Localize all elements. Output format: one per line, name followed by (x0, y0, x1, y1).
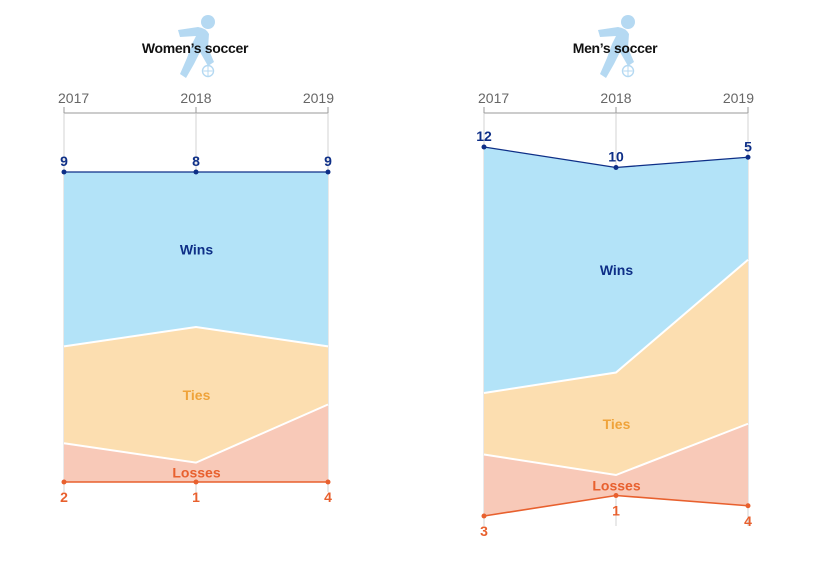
x-tick-label: 2018 (600, 90, 631, 106)
wins-point (193, 169, 199, 175)
losses-point (613, 493, 619, 498)
icon-ball (621, 64, 635, 78)
icon-ball-seams (203, 66, 213, 76)
losses-area (484, 423, 748, 516)
wins-point (613, 165, 619, 170)
icon-head (201, 15, 215, 29)
x-tick-label: 2018 (180, 90, 211, 106)
ties-losses-separator (63, 403, 329, 464)
icon-ball (201, 64, 215, 78)
icon-head (621, 15, 635, 29)
losses-series-label: Losses (592, 477, 640, 493)
ties-area (64, 327, 328, 463)
losses-value-label: 4 (324, 489, 332, 505)
x-tick-label: 2017 (478, 90, 509, 106)
wins-value-label: 10 (608, 149, 624, 165)
losses-point (481, 513, 487, 519)
losses-point (745, 503, 751, 509)
ties-area (484, 259, 748, 475)
losses-point (193, 479, 199, 485)
wins-ties-separator (63, 325, 329, 348)
wins-value-label: 9 (324, 153, 332, 169)
losses-point (61, 479, 67, 485)
icon-ball-seams (623, 66, 633, 76)
wins-series-label: Wins (600, 262, 634, 278)
panel-title: Women’s soccer (142, 40, 249, 56)
chart-panel-1: Men’s soccer 2017 2018 2019 12 10 5 3 1 4 Wins Ties… (476, 15, 754, 539)
losses-area (64, 404, 328, 482)
x-tick-label: 2017 (58, 90, 89, 106)
losses-value-label: 4 (744, 513, 752, 529)
wins-point (61, 169, 67, 175)
wins-area (64, 172, 328, 347)
ties-series-label: Ties (603, 416, 631, 432)
wins-value-label: 9 (60, 153, 68, 169)
x-tick-label: 2019 (723, 90, 754, 106)
losses-value-label: 2 (60, 489, 68, 505)
wins-point (481, 144, 487, 150)
wins-area (484, 147, 748, 393)
losses-value-label: 1 (612, 503, 620, 519)
soccer-player-icon (178, 15, 215, 78)
losses-series-label: Losses (172, 464, 220, 480)
wins-value-label: 5 (744, 138, 752, 154)
wins-value-label: 12 (476, 128, 492, 144)
soccer-player-icon (598, 15, 635, 78)
icon-body (178, 27, 214, 78)
losses-value-label: 3 (480, 523, 488, 539)
losses-point (325, 479, 331, 485)
icon-body (598, 27, 634, 78)
x-tick-label: 2019 (303, 90, 334, 106)
ties-series-label: Ties (183, 387, 211, 403)
chart-panel-0: Women’s soccer 2017 2018 2019 9 8 9 2 1 4 Wins Ties… (58, 15, 334, 505)
wins-series-label: Wins (180, 242, 214, 258)
wins-ties-separator (483, 258, 749, 394)
ties-losses-separator (483, 422, 749, 477)
wins-point (745, 154, 751, 160)
wins-value-label: 8 (192, 153, 200, 169)
wins-point (325, 169, 331, 175)
panel-title: Men’s soccer (573, 40, 658, 56)
losses-value-label: 1 (192, 489, 200, 505)
